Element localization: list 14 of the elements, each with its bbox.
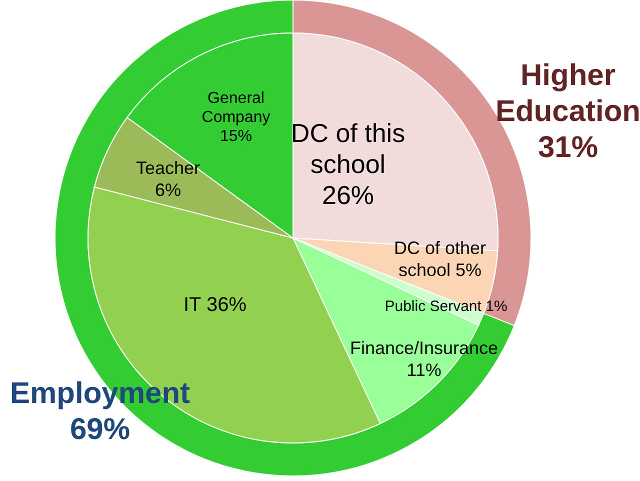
slice-label: Finance/Insurance: [350, 338, 498, 358]
data-label: 26%: [322, 180, 374, 210]
slice-label: DC of other school 5%: [394, 238, 486, 280]
slice-label: Higher Education: [495, 59, 640, 128]
data-label: 6%: [154, 180, 182, 200]
slice-label: DC of this school: [290, 118, 406, 179]
data-label: 69%: [70, 413, 130, 446]
data-label: 31%: [538, 131, 598, 164]
slice-label: IT 36%: [184, 294, 247, 316]
slice-label: Public Servant 1%: [384, 298, 508, 315]
data-label: 15%: [220, 128, 252, 146]
slice-label: General Company: [202, 90, 270, 126]
slice-label: Teacher: [136, 158, 200, 178]
data-label: 11%: [406, 360, 442, 380]
